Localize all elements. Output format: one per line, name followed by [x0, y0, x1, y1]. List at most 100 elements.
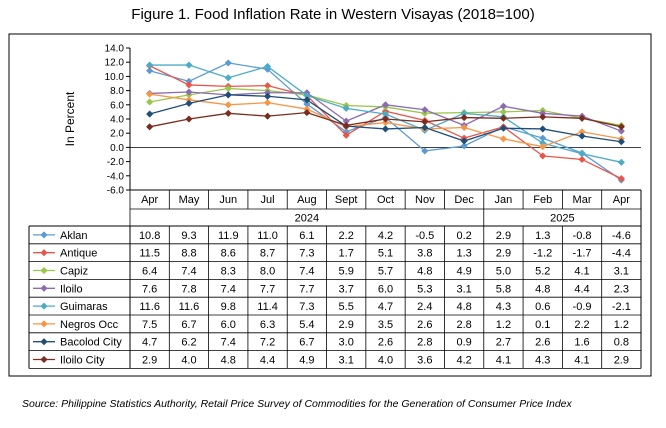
data-label: 0.2: [456, 230, 471, 242]
y-tick-label: 4.0: [110, 115, 124, 126]
data-point: [185, 99, 193, 108]
data-point: [381, 101, 390, 109]
y-axis-label: In Percent: [63, 91, 77, 146]
data-label: 6.0: [378, 283, 393, 295]
data-label: 1.7: [339, 248, 354, 260]
data-label: 5.8: [496, 283, 511, 295]
data-label: 6.1: [299, 230, 314, 242]
data-label: 4.8: [221, 355, 236, 367]
data-point: [421, 106, 429, 114]
x-tick-label: Mar: [573, 194, 592, 206]
y-tick-label: 6.0: [110, 100, 124, 111]
data-label: 7.3: [299, 248, 314, 260]
data-point: [224, 101, 232, 109]
x-tick-label: May: [179, 194, 200, 206]
year-label: 2025: [550, 213, 574, 225]
data-label: 9.3: [181, 230, 196, 242]
data-label: 5.4: [299, 319, 314, 331]
data-label: -1.2: [533, 248, 552, 260]
data-label: 8.3: [221, 266, 236, 278]
data-label: 11.4: [257, 301, 278, 313]
data-label: 4.9: [456, 266, 471, 278]
legend-marker: [40, 284, 48, 292]
legend-marker: [40, 320, 48, 328]
line-chart: In Percent 14.0 12.0 10.0 8.0 6.0 4.0 2.0 0.0 -2.…: [28, 44, 642, 369]
data-point: [539, 152, 547, 160]
data-point: [185, 81, 193, 89]
data-point: [224, 109, 232, 117]
data-label: 9.8: [221, 301, 236, 313]
data-label: 6.7: [181, 319, 196, 331]
data-label: 4.2: [456, 355, 471, 367]
data-point: [499, 102, 508, 110]
data-point: [146, 61, 154, 69]
data-label: -4.6: [612, 230, 631, 242]
data-label: 2.3: [614, 283, 629, 295]
data-point: [146, 110, 154, 118]
x-tick-label: Jan: [495, 194, 513, 206]
data-label: 3.7: [339, 283, 354, 295]
x-tick-label: Jun: [219, 194, 237, 206]
data-point: [263, 112, 272, 120]
data-label: 4.1: [496, 355, 511, 367]
data-label: 3.1: [614, 266, 629, 278]
data-point: [146, 67, 154, 75]
data-point: [460, 137, 468, 145]
data-label: -4.4: [612, 248, 631, 260]
data-point: [460, 113, 468, 122]
data-label: 7.4: [299, 266, 314, 278]
data-label: 2.6: [535, 337, 550, 349]
data-label: 4.8: [535, 283, 550, 295]
data-label: 7.6: [142, 283, 157, 295]
data-point: [303, 108, 311, 117]
data-label: 5.5: [339, 301, 354, 313]
data-point: [539, 143, 547, 151]
legend-marker: [40, 355, 48, 364]
legend-label: Negros Occ: [60, 319, 119, 331]
legend-label: Iloilo: [60, 283, 83, 295]
data-label: 2.7: [496, 337, 511, 349]
data-point: [460, 142, 468, 150]
data-point: [381, 125, 390, 133]
x-tick-label: Feb: [533, 194, 552, 206]
data-label: 2.9: [496, 248, 511, 260]
data-label: -2.1: [612, 301, 631, 313]
legend-marker: [40, 231, 48, 239]
data-point: [224, 59, 232, 67]
data-point: [499, 124, 508, 132]
data-point: [539, 125, 547, 133]
x-tick-label: Aug: [297, 194, 317, 206]
data-label: 4.0: [378, 355, 393, 367]
data-label: 8.0: [260, 266, 275, 278]
data-label: 6.4: [142, 266, 157, 278]
data-label: 4.8: [456, 301, 471, 313]
legend-marker: [40, 338, 48, 346]
data-point: [224, 74, 232, 82]
data-label: 7.4: [221, 337, 236, 349]
data-label: 6.2: [181, 337, 196, 349]
data-label: 4.4: [574, 283, 589, 295]
x-tick-label: Oct: [377, 194, 394, 206]
legend-label: Iloilo City: [60, 355, 105, 367]
data-label: -0.9: [573, 301, 592, 313]
data-label: -0.8: [573, 230, 592, 242]
data-label: 4.3: [535, 355, 550, 367]
y-tick-label: 10.0: [105, 72, 125, 83]
data-label: 4.8: [417, 266, 432, 278]
data-label: -0.5: [415, 230, 434, 242]
data-label: 11.6: [139, 301, 160, 313]
data-label: 1.3: [535, 230, 550, 242]
y-tick-label: 0.0: [110, 143, 124, 154]
data-label: 4.3: [496, 301, 511, 313]
data-label: 4.2: [378, 230, 393, 242]
data-label: 2.6: [378, 337, 393, 349]
data-label: 1.6: [574, 337, 589, 349]
y-tick-label: 14.0: [105, 44, 125, 55]
data-label: 5.1: [378, 248, 393, 260]
y-tick-label: 2.0: [110, 129, 124, 140]
data-label: 4.7: [142, 337, 157, 349]
data-label: 7.2: [260, 337, 275, 349]
data-label: 2.9: [496, 230, 511, 242]
data-label: 3.6: [417, 355, 432, 367]
legend-label: Aklan: [60, 230, 88, 242]
